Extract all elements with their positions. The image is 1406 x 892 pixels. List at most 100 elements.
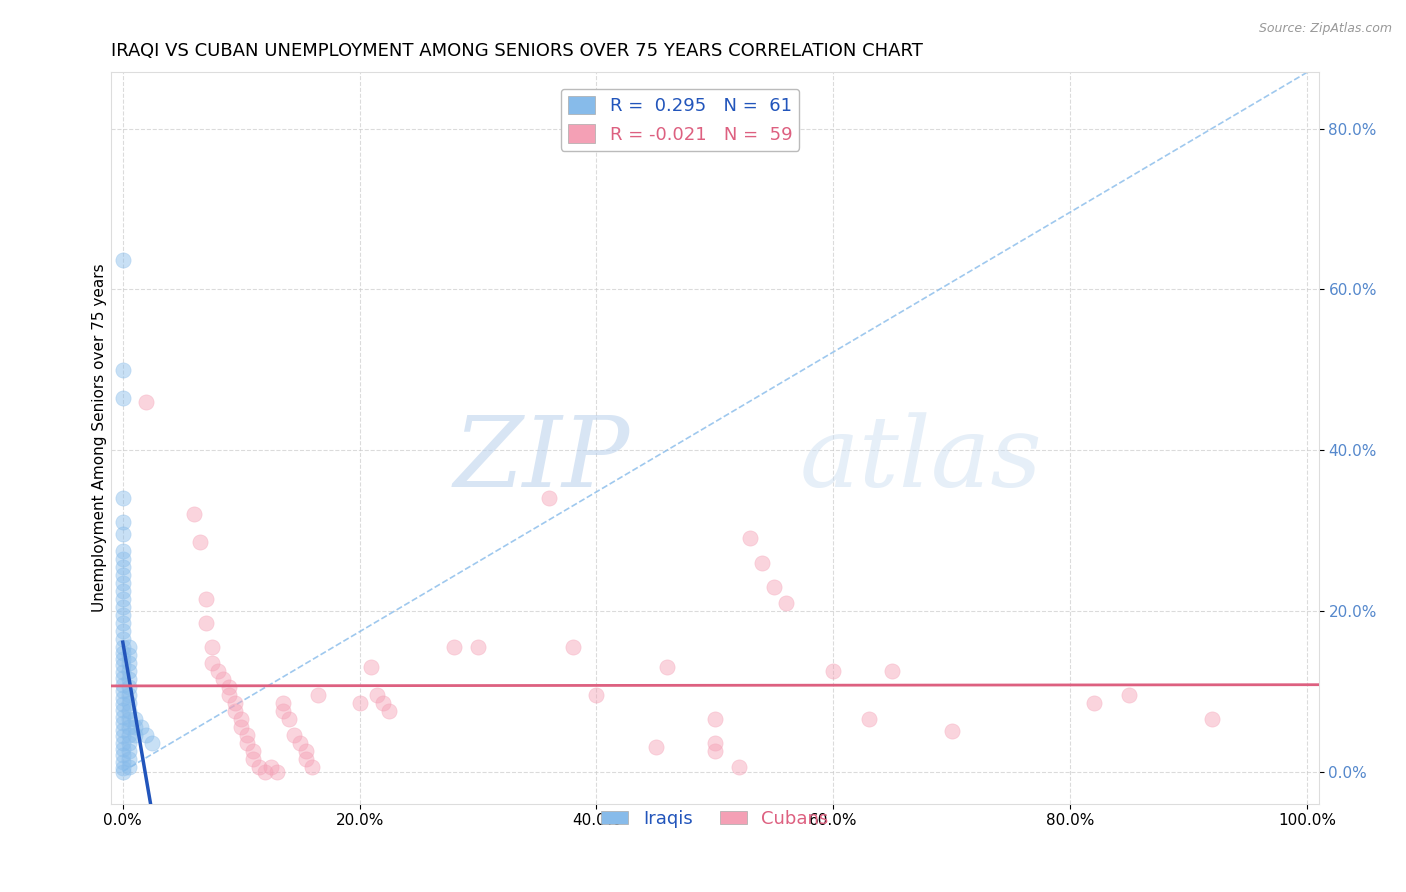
Point: [111, 690, 134, 705]
Point: [236, 736, 259, 750]
Point: [111, 652, 134, 666]
Point: [118, 648, 141, 662]
Point: [118, 688, 141, 702]
Text: IRAQI VS CUBAN UNEMPLOYMENT AMONG SENIORS OVER 75 YEARS CORRELATION CHART: IRAQI VS CUBAN UNEMPLOYMENT AMONG SENIOR…: [111, 42, 922, 60]
Point: [295, 744, 318, 758]
Point: [290, 736, 312, 750]
Point: [118, 680, 141, 694]
Point: [111, 615, 134, 630]
Point: [373, 696, 395, 710]
Point: [111, 583, 134, 598]
Point: [703, 712, 725, 726]
Text: atlas: atlas: [800, 412, 1042, 508]
Point: [378, 704, 401, 718]
Point: [111, 755, 134, 769]
Point: [111, 575, 134, 590]
Point: [111, 678, 134, 692]
Point: [271, 704, 294, 718]
Point: [538, 491, 561, 506]
Point: [207, 664, 229, 678]
Point: [124, 720, 146, 734]
Point: [703, 736, 725, 750]
Point: [111, 607, 134, 622]
Point: [111, 640, 134, 654]
Point: [129, 720, 152, 734]
Point: [118, 696, 141, 710]
Point: [111, 748, 134, 763]
Point: [118, 704, 141, 718]
Point: [561, 640, 583, 654]
Point: [360, 660, 382, 674]
Point: [283, 728, 305, 742]
Point: [111, 716, 134, 731]
Y-axis label: Unemployment Among Seniors over 75 years: Unemployment Among Seniors over 75 years: [93, 264, 107, 612]
Point: [111, 391, 134, 405]
Point: [307, 688, 329, 702]
Point: [467, 640, 489, 654]
Point: [135, 728, 157, 742]
Point: [111, 703, 134, 717]
Point: [212, 672, 235, 686]
Point: [118, 752, 141, 766]
Point: [111, 723, 134, 737]
Point: [111, 491, 134, 506]
Point: [751, 556, 773, 570]
Point: [111, 543, 134, 558]
Point: [111, 253, 134, 268]
Point: [644, 740, 666, 755]
Text: Source: ZipAtlas.com: Source: ZipAtlas.com: [1258, 22, 1392, 36]
Point: [111, 761, 134, 775]
Point: [218, 688, 240, 702]
Point: [118, 736, 141, 750]
Point: [253, 764, 276, 779]
Point: [188, 535, 211, 549]
Point: [763, 580, 786, 594]
Point: [111, 729, 134, 743]
Point: [135, 395, 157, 409]
Point: [111, 591, 134, 606]
Point: [941, 724, 963, 739]
Point: [111, 684, 134, 698]
Point: [242, 744, 264, 758]
Point: [118, 744, 141, 758]
Point: [740, 532, 762, 546]
Point: [266, 764, 288, 779]
Point: [301, 760, 323, 774]
Point: [349, 696, 371, 710]
Point: [118, 640, 141, 654]
Point: [111, 764, 134, 779]
Point: [277, 712, 299, 726]
Point: [727, 760, 749, 774]
Point: [657, 660, 679, 674]
Point: [443, 640, 465, 654]
Point: [111, 742, 134, 756]
Point: [1201, 712, 1223, 726]
Point: [224, 696, 246, 710]
Point: [111, 697, 134, 711]
Point: [111, 516, 134, 530]
Point: [118, 664, 141, 678]
Point: [118, 656, 141, 670]
Point: [260, 760, 283, 774]
Point: [1118, 688, 1140, 702]
Point: [111, 632, 134, 646]
Point: [118, 760, 141, 774]
Point: [141, 736, 163, 750]
Point: [585, 688, 607, 702]
Point: [118, 672, 141, 686]
Point: [271, 696, 294, 710]
Point: [111, 658, 134, 673]
Point: [703, 744, 725, 758]
Point: [111, 735, 134, 749]
Point: [111, 599, 134, 614]
Point: [823, 664, 845, 678]
Point: [118, 712, 141, 726]
Point: [295, 752, 318, 766]
Point: [775, 596, 797, 610]
Point: [124, 728, 146, 742]
Point: [366, 688, 388, 702]
Point: [242, 752, 264, 766]
Point: [111, 559, 134, 574]
Point: [111, 710, 134, 724]
Point: [111, 624, 134, 638]
